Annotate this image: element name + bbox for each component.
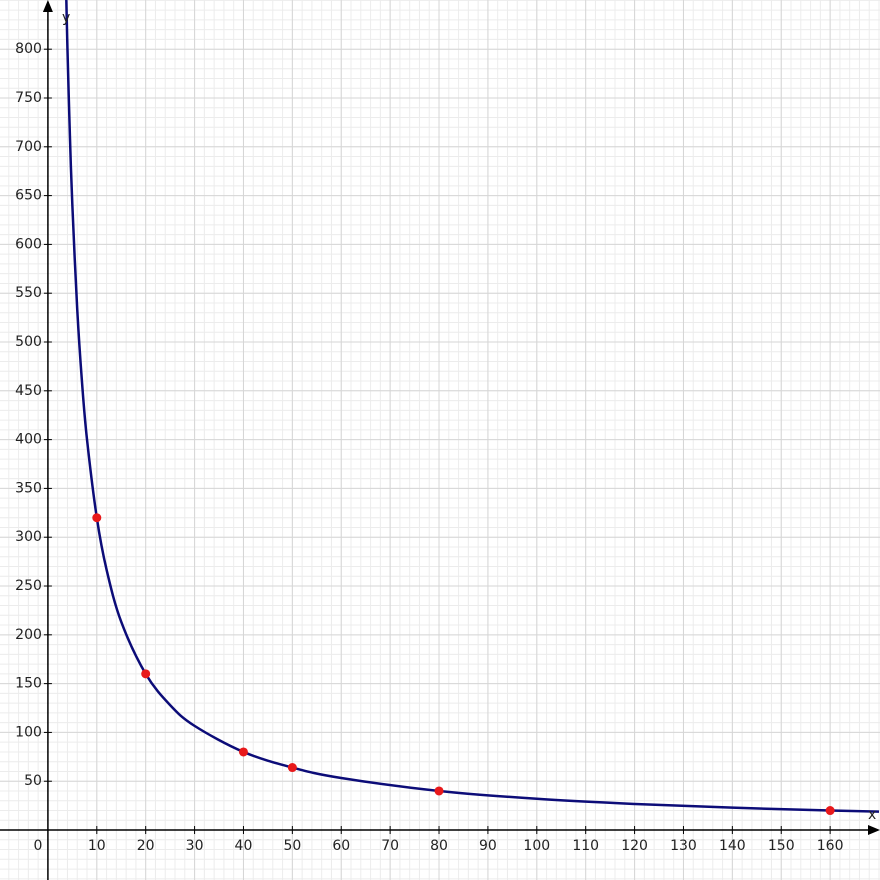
y-tick-label: 50 bbox=[24, 773, 42, 789]
y-tick-label: 800 bbox=[15, 41, 42, 57]
y-axis-arrow bbox=[42, 0, 53, 12]
x-tick-label: 40 bbox=[235, 838, 253, 854]
x-tick-label: 50 bbox=[283, 838, 301, 854]
curve bbox=[65, 0, 880, 813]
point bbox=[825, 806, 835, 816]
x-tick-label: 20 bbox=[137, 838, 155, 854]
y-tick-label: 700 bbox=[15, 139, 42, 155]
x-tick-label: 120 bbox=[621, 838, 648, 854]
y-tick-label: 150 bbox=[15, 676, 42, 692]
x-tick-label: 60 bbox=[332, 838, 350, 854]
x-tick-label: 100 bbox=[523, 838, 550, 854]
y-tick-label: 600 bbox=[15, 236, 42, 252]
y-tick-label: 100 bbox=[15, 724, 42, 740]
x-tick-label: 0 bbox=[33, 838, 42, 854]
y-tick-label: 350 bbox=[15, 480, 42, 496]
y-tick-label: 250 bbox=[15, 578, 42, 594]
x-tick-label: 30 bbox=[186, 838, 204, 854]
x-tick-label: 90 bbox=[479, 838, 497, 854]
y-tick-label: 300 bbox=[15, 529, 42, 545]
y-tick-label: 650 bbox=[15, 188, 42, 204]
point bbox=[287, 763, 297, 773]
x-axis-label: x bbox=[868, 807, 876, 823]
point bbox=[238, 747, 248, 757]
y-tick-label: 400 bbox=[15, 432, 42, 448]
x-tick-label: 10 bbox=[88, 838, 106, 854]
x-tick-label: 160 bbox=[817, 838, 844, 854]
point bbox=[141, 669, 151, 679]
x-tick-label: 70 bbox=[381, 838, 399, 854]
plot-area bbox=[65, 0, 880, 816]
y-tick-label: 550 bbox=[15, 285, 42, 301]
x-axis-arrow bbox=[868, 825, 880, 836]
y-axis-label: y bbox=[62, 10, 70, 26]
x-tick-label: 150 bbox=[768, 838, 795, 854]
y-tick-label: 750 bbox=[15, 90, 42, 106]
y-tick-label: 500 bbox=[15, 334, 42, 350]
point bbox=[92, 513, 102, 523]
x-tick-label: 140 bbox=[719, 838, 746, 854]
y-tick-label: 200 bbox=[15, 627, 42, 643]
y-tick-label: 450 bbox=[15, 383, 42, 399]
point bbox=[434, 786, 444, 796]
x-tick-label: 110 bbox=[572, 838, 599, 854]
x-tick-label: 130 bbox=[670, 838, 697, 854]
x-tick-label: 80 bbox=[430, 838, 448, 854]
